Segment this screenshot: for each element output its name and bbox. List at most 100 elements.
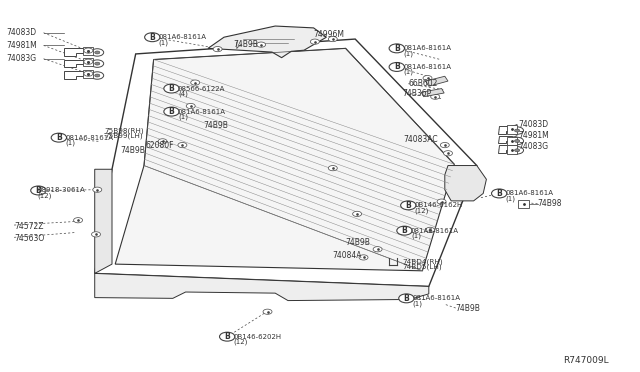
Text: 74B9B: 74B9B (346, 238, 371, 247)
Text: B: B (497, 189, 502, 198)
Text: 081A6-8161A: 081A6-8161A (403, 45, 451, 51)
Polygon shape (95, 273, 429, 301)
Text: 081A6-8161A: 081A6-8161A (178, 109, 226, 115)
Text: B: B (36, 186, 41, 195)
Text: 08918-3061A: 08918-3061A (37, 187, 85, 193)
Circle shape (158, 139, 167, 144)
Text: B: B (225, 332, 230, 341)
Text: 74083G: 74083G (518, 142, 548, 151)
Text: B: B (150, 33, 155, 42)
Text: 081A6-8161A: 081A6-8161A (411, 228, 459, 234)
Text: 74563O: 74563O (14, 234, 44, 243)
Polygon shape (115, 48, 454, 271)
Circle shape (84, 59, 93, 64)
Circle shape (431, 94, 440, 99)
Text: (1): (1) (411, 232, 421, 239)
Text: 081A6-8161A: 081A6-8161A (403, 64, 451, 70)
Circle shape (353, 211, 362, 217)
Bar (518, 200, 529, 208)
Bar (83, 58, 93, 66)
Circle shape (91, 72, 104, 79)
Circle shape (440, 142, 449, 148)
Circle shape (444, 151, 452, 156)
Text: 74083G: 74083G (6, 54, 36, 63)
Bar (83, 46, 93, 55)
Circle shape (373, 247, 382, 252)
Circle shape (84, 48, 93, 53)
Circle shape (511, 147, 524, 154)
Circle shape (492, 189, 507, 198)
Text: 081A6-8161A: 081A6-8161A (506, 190, 554, 196)
Text: 74B98: 74B98 (538, 199, 562, 208)
Text: (12): (12) (415, 207, 429, 214)
Circle shape (263, 309, 272, 314)
Polygon shape (95, 169, 112, 273)
Circle shape (359, 255, 368, 260)
Text: B: B (406, 201, 411, 210)
Polygon shape (426, 76, 448, 86)
Bar (507, 125, 517, 134)
Text: (1): (1) (403, 50, 413, 57)
Text: B: B (394, 44, 399, 53)
Text: 74B9B: 74B9B (120, 146, 145, 155)
Polygon shape (64, 71, 88, 79)
Circle shape (91, 60, 104, 67)
Text: 081A6-8161A: 081A6-8161A (413, 295, 461, 301)
Text: B: B (169, 84, 174, 93)
Bar (83, 70, 93, 78)
Circle shape (515, 140, 520, 142)
Circle shape (95, 62, 100, 65)
Circle shape (92, 232, 100, 237)
Circle shape (397, 226, 412, 235)
Polygon shape (498, 126, 512, 134)
Text: 74981M: 74981M (518, 131, 549, 140)
Text: R747009L: R747009L (563, 356, 609, 365)
Text: 08566-6122A: 08566-6122A (178, 86, 225, 92)
Polygon shape (95, 39, 477, 286)
Text: 081A6-8161A: 081A6-8161A (159, 34, 207, 40)
Polygon shape (445, 166, 486, 201)
Circle shape (145, 33, 160, 42)
Text: B: B (56, 133, 61, 142)
Text: 74996M: 74996M (314, 30, 344, 39)
Bar (507, 145, 517, 154)
Text: 081A6-8161A: 081A6-8161A (65, 135, 113, 141)
Circle shape (515, 129, 520, 132)
Circle shape (95, 74, 100, 77)
Polygon shape (64, 60, 88, 67)
Circle shape (515, 149, 520, 152)
Circle shape (389, 44, 404, 53)
Text: 74BD4(RH): 74BD4(RH) (402, 259, 442, 265)
Text: (1): (1) (178, 113, 188, 120)
Polygon shape (64, 48, 88, 56)
Circle shape (164, 107, 179, 116)
Text: 74B36P: 74B36P (402, 89, 431, 97)
Text: 75B99(LH): 75B99(LH) (104, 132, 143, 139)
Bar (507, 137, 517, 145)
Polygon shape (498, 136, 512, 143)
Circle shape (213, 46, 222, 52)
Text: 75B98(RH): 75B98(RH) (104, 128, 144, 134)
Text: B: B (404, 294, 409, 303)
Circle shape (310, 39, 319, 44)
Circle shape (51, 133, 67, 142)
Circle shape (423, 76, 432, 81)
Circle shape (389, 62, 404, 71)
Text: (12): (12) (234, 339, 248, 345)
Text: 74083AC: 74083AC (403, 135, 438, 144)
Text: 74981M: 74981M (6, 41, 37, 50)
Circle shape (399, 294, 414, 303)
Circle shape (328, 36, 337, 42)
Text: (4): (4) (178, 90, 188, 97)
Circle shape (95, 51, 100, 54)
Circle shape (93, 187, 102, 192)
Text: 0B146-6202H: 0B146-6202H (234, 334, 282, 340)
Polygon shape (498, 145, 512, 153)
Circle shape (511, 127, 524, 134)
Polygon shape (421, 89, 444, 97)
Circle shape (186, 103, 195, 109)
Circle shape (401, 201, 416, 210)
Circle shape (257, 42, 266, 47)
Circle shape (91, 49, 104, 56)
Text: (1): (1) (65, 140, 76, 146)
